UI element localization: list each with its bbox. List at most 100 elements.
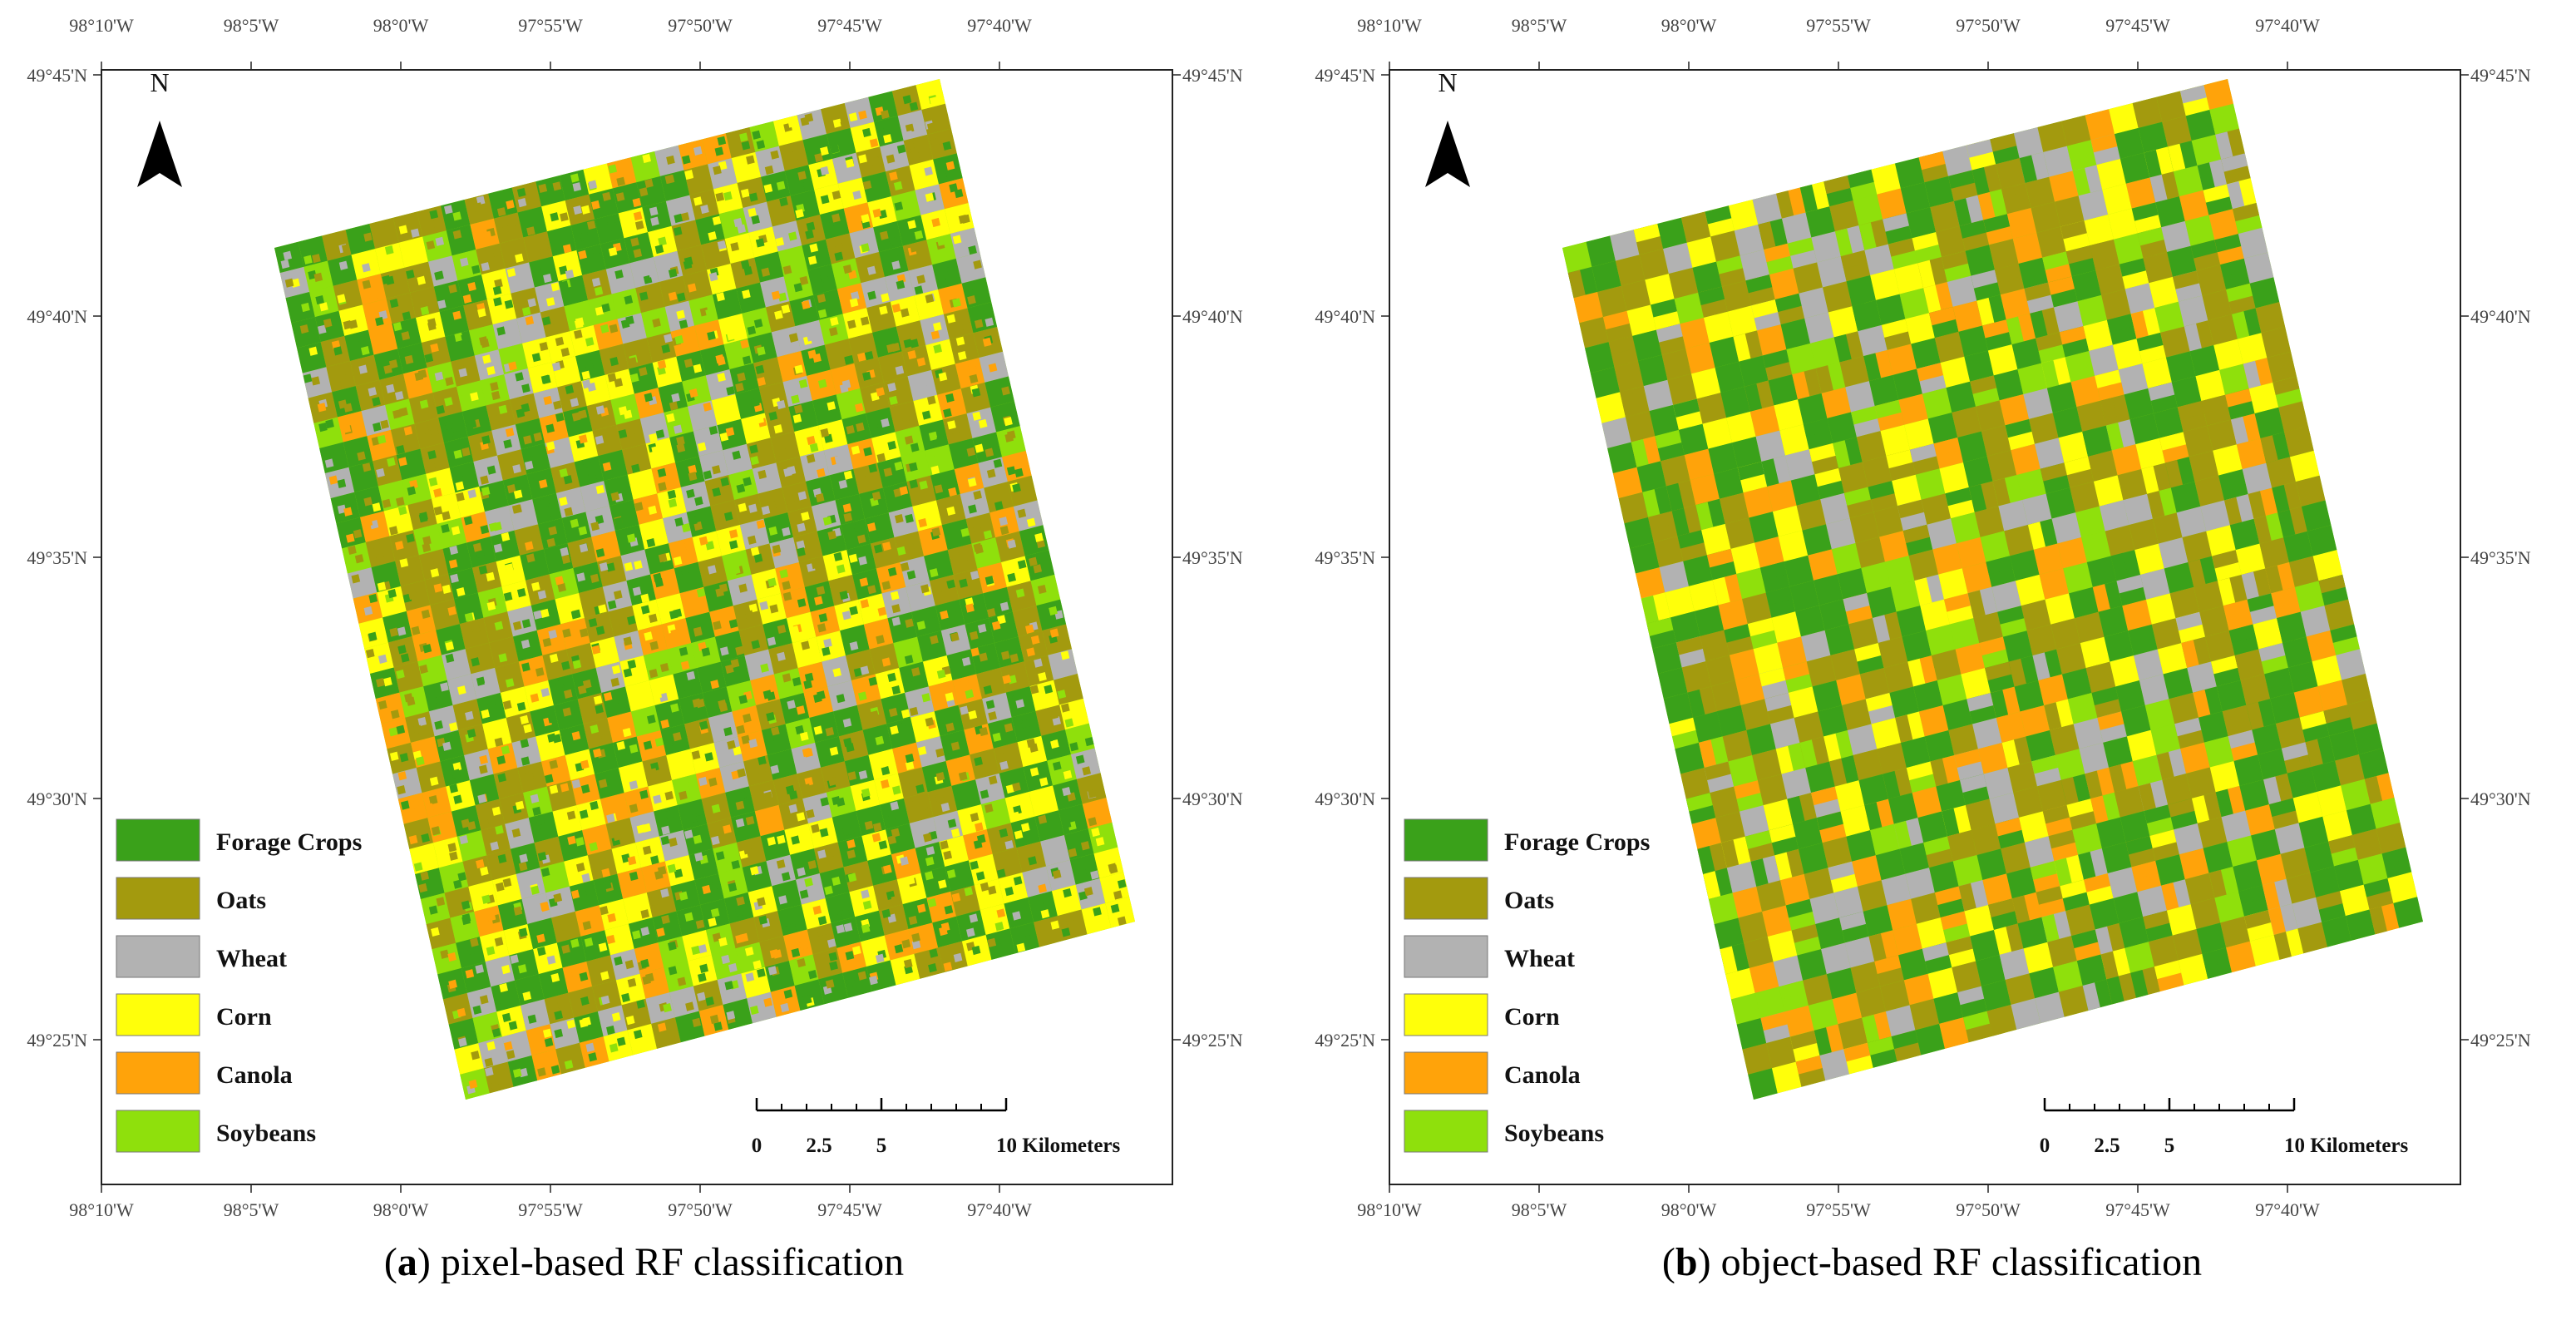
- pixel-speckle: [433, 583, 443, 593]
- pixel-speckle: [876, 126, 886, 136]
- field-subparcel: [1809, 442, 1836, 462]
- field-parcel: [910, 711, 940, 743]
- pixel-speckle: [753, 960, 762, 970]
- pixel-speckle: [1004, 723, 1014, 733]
- pixel-speckle: [644, 1025, 654, 1036]
- pixel-speckle: [284, 278, 294, 288]
- pixel-speckle: [631, 910, 641, 921]
- field-parcel: [797, 109, 827, 141]
- pixel-speckle: [471, 657, 480, 667]
- field-parcel: [1927, 967, 1958, 999]
- pixel-speckle: [554, 1010, 563, 1021]
- pixel-speckle: [843, 470, 853, 480]
- field-parcel: [1639, 249, 1669, 280]
- pixel-speckle: [718, 414, 728, 424]
- field-parcel: [576, 798, 606, 831]
- pixel-speckle: [871, 156, 881, 166]
- field-subparcel: [1764, 243, 1791, 263]
- pixel-speckle: [560, 212, 569, 222]
- field-parcel: [345, 224, 376, 255]
- pixel-speckle: [595, 625, 605, 635]
- pixel-speckle: [516, 408, 526, 418]
- pixel-speckle: [505, 428, 515, 438]
- pixel-speckle: [1069, 742, 1079, 752]
- field-parcel: [1725, 517, 1755, 549]
- pixel-speckle: [591, 277, 601, 287]
- field-parcel: [491, 424, 521, 456]
- pixel-speckle: [736, 896, 745, 906]
- pixel-speckle: [721, 954, 730, 965]
- field-subparcel: [1986, 1007, 2005, 1036]
- field-parcel: [2155, 854, 2185, 886]
- pixel-speckle: [945, 161, 955, 171]
- field-parcel: [693, 979, 723, 1011]
- field-parcel: [1763, 798, 1794, 831]
- field-subparcel: [2130, 310, 2149, 339]
- pixel-speckle: [730, 658, 740, 669]
- pixel-speckle: [814, 596, 823, 606]
- field-parcel: [557, 381, 587, 413]
- pixel-speckle: [859, 577, 869, 587]
- pixel-speckle: [502, 878, 512, 887]
- field-subparcel: [1666, 482, 1684, 512]
- field-parcel: [1675, 742, 1705, 774]
- field-parcel: [1922, 388, 1952, 419]
- field-subparcel: [2221, 153, 2248, 172]
- field-parcel: [1744, 937, 1774, 968]
- north-arrow: N: [1425, 67, 1470, 187]
- pixel-speckle: [667, 489, 677, 500]
- field-parcel: [817, 419, 848, 451]
- field-parcel: [2172, 928, 2203, 961]
- field-parcel: [1798, 393, 1828, 425]
- field-parcel: [2288, 556, 2319, 587]
- pixel-speckle: [820, 166, 830, 176]
- pixel-speckle: [871, 833, 881, 843]
- field-subparcel: [1874, 955, 1902, 974]
- field-parcel: [1927, 518, 1957, 550]
- field-parcel: [1870, 269, 1900, 300]
- field-parcel: [373, 349, 403, 380]
- pixel-speckle: [715, 851, 725, 861]
- pixel-speckle: [513, 906, 523, 916]
- pixel-speckle: [777, 292, 787, 302]
- scale-label-0: 0: [2040, 1135, 2050, 1157]
- field-parcel: [2010, 549, 2040, 581]
- field-parcel: [1701, 523, 1731, 556]
- field-parcel: [2073, 717, 2104, 749]
- pixel-speckle: [388, 727, 398, 737]
- pixel-speckle: [404, 693, 413, 703]
- pixel-speckle: [749, 444, 758, 454]
- field-parcel: [2053, 301, 2084, 333]
- pixel-speckle: [630, 686, 640, 696]
- lon-label-bottom: 97°55'W: [518, 1199, 583, 1220]
- field-parcel: [1893, 263, 1924, 294]
- pixel-speckle: [756, 519, 766, 529]
- pixel-speckle: [546, 955, 556, 965]
- pixel-speckle: [339, 378, 349, 388]
- pixel-speckle: [576, 572, 586, 582]
- pixel-speckle: [862, 371, 871, 381]
- field-parcel: [1964, 904, 1994, 937]
- field-parcel: [1824, 624, 1855, 655]
- field-parcel: [1788, 686, 1818, 718]
- field-parcel: [2125, 177, 2156, 209]
- pixel-speckle: [476, 676, 486, 686]
- pixel-speckle: [444, 397, 453, 407]
- pixel-speckle: [683, 681, 693, 691]
- pixel-speckle: [759, 818, 769, 828]
- field-parcel: [1610, 230, 1640, 261]
- pixel-speckle: [457, 872, 467, 882]
- pixel-speckle: [741, 734, 751, 744]
- pixel-speckle: [852, 190, 862, 200]
- pixel-speckle: [416, 756, 425, 766]
- pixel-speckle: [842, 718, 852, 728]
- pixel-speckle: [442, 741, 452, 751]
- pixel-speckle: [975, 544, 984, 555]
- field-subparcel: [1775, 745, 1794, 774]
- pixel-speckle: [619, 932, 629, 942]
- caption-letter: b: [1675, 1240, 1698, 1284]
- field-parcel: [811, 500, 841, 531]
- pixel-speckle: [445, 376, 454, 387]
- field-parcel: [1601, 417, 1631, 448]
- field-parcel: [1818, 705, 1848, 737]
